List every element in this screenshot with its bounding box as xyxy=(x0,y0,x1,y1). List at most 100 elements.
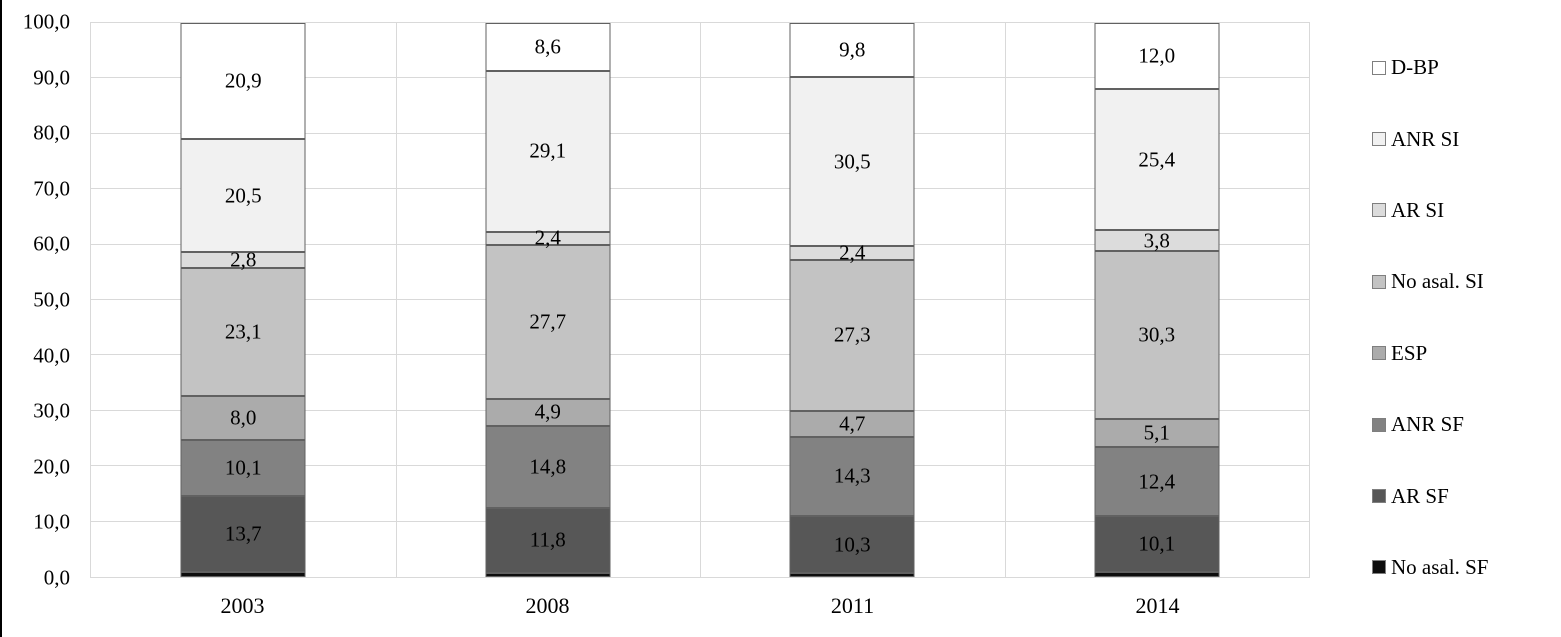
segment-label: 30,5 xyxy=(833,149,871,174)
segment-label: 10,3 xyxy=(833,532,871,557)
segment-esp: 4,7 xyxy=(789,410,915,437)
segment-no-asal-sf xyxy=(1094,571,1220,577)
legend-label: No asal. SF xyxy=(1391,554,1489,579)
x-axis: 2003 2008 2011 2014 xyxy=(90,578,1310,623)
y-tick-label: 40,0 xyxy=(33,343,70,368)
v-gridline xyxy=(395,23,397,577)
x-axis-label: 2003 xyxy=(220,593,265,618)
segment-no-asal-si: 27,7 xyxy=(485,245,611,399)
segment-label: 10,1 xyxy=(1138,531,1176,556)
legend-item-ar-sf: AR SF xyxy=(1372,460,1557,531)
segment-no-asal-sf xyxy=(789,573,915,577)
segment-ar-sf: 11,8 xyxy=(485,507,611,574)
x-axis-label: 2008 xyxy=(525,593,570,618)
bar-2014: 12,0 25,4 3,8 30,3 5,1 12,4 10,1 xyxy=(1094,23,1220,577)
y-tick-label: 0,0 xyxy=(43,565,70,590)
segment-ar-si: 2,8 xyxy=(180,247,306,272)
segment-label: 5,1 xyxy=(1143,420,1170,445)
legend-label: ANR SF xyxy=(1391,412,1464,437)
bar-2011: 9,8 30,5 2,4 27,3 4,7 14,3 10,3 xyxy=(789,23,915,577)
legend-item-ar-si: AR SI xyxy=(1372,175,1557,246)
legend-label: No asal. SI xyxy=(1391,269,1484,294)
segment-label: 4,9 xyxy=(534,399,561,424)
segment-label: 8,0 xyxy=(230,405,257,430)
y-tick-label: 20,0 xyxy=(33,454,70,479)
segment-label: 20,9 xyxy=(224,68,262,93)
y-tick-label: 30,0 xyxy=(33,398,70,423)
segment-anr-sf: 12,4 xyxy=(1094,447,1220,517)
segment-esp: 4,9 xyxy=(485,398,611,426)
segment-label: 2,4 xyxy=(839,240,866,265)
legend-label: ANR SI xyxy=(1391,126,1460,151)
segment-label: 25,4 xyxy=(1138,147,1176,172)
y-tick-label: 80,0 xyxy=(33,120,70,145)
legend-swatch-anr-sf xyxy=(1372,417,1386,432)
segment-no-asal-si: 27,3 xyxy=(789,259,915,411)
segment-label: 8,6 xyxy=(534,34,561,59)
y-tick-label: 10,0 xyxy=(33,509,70,534)
x-axis-label: 2014 xyxy=(1135,593,1180,618)
x-axis-label: 2011 xyxy=(830,593,875,618)
segment-label: 10,1 xyxy=(224,455,262,480)
segment-d-bp: 12,0 xyxy=(1094,23,1220,90)
legend-label: AR SF xyxy=(1391,483,1449,508)
segment-anr-sf: 14,3 xyxy=(789,436,915,517)
y-tick-label: 100,0 xyxy=(22,9,70,34)
segment-ar-sf: 13,7 xyxy=(180,496,306,572)
legend-swatch-d-bp xyxy=(1372,60,1386,75)
segment-label: 20,5 xyxy=(224,183,262,208)
segment-esp: 5,1 xyxy=(1094,419,1220,448)
legend-swatch-no-asal-si xyxy=(1372,274,1386,289)
y-tick-label: 70,0 xyxy=(33,176,70,201)
segment-label: 3,8 xyxy=(1143,228,1170,253)
legend-label: ESP xyxy=(1391,340,1428,365)
y-tick-label: 60,0 xyxy=(33,231,70,256)
segment-no-asal-sf xyxy=(180,571,306,577)
legend-label: AR SI xyxy=(1391,197,1445,222)
legend-item-anr-si: ANR SI xyxy=(1372,103,1557,174)
segment-d-bp: 8,6 xyxy=(485,23,611,71)
segment-ar-si: 2,4 xyxy=(789,242,915,263)
legend-item-esp: ESP xyxy=(1372,318,1557,389)
segment-anr-si: 29,1 xyxy=(485,70,611,232)
legend: D-BP ANR SI AR SI No asal. SI ESP ANR SF AR SF… xyxy=(1372,22,1557,603)
segment-label: 12,0 xyxy=(1138,43,1176,68)
segment-no-asal-si: 23,1 xyxy=(180,267,306,396)
y-axis: 0,0 10,0 20,0 30,0 40,0 50,0 60,0 70,0 80,0 90,0 1… xyxy=(0,11,70,588)
legend-swatch-esp xyxy=(1372,346,1386,361)
segment-label: 27,3 xyxy=(833,322,871,347)
segment-anr-sf: 10,1 xyxy=(180,440,306,497)
legend-item-d-bp: D-BP xyxy=(1372,32,1557,103)
segment-no-asal-sf xyxy=(485,573,611,577)
segment-ar-si: 2,4 xyxy=(485,227,611,248)
figure-left-border xyxy=(0,0,2,637)
legend-swatch-ar-sf xyxy=(1372,489,1386,504)
segment-anr-si: 20,5 xyxy=(180,138,306,253)
segment-anr-si: 30,5 xyxy=(789,77,915,247)
segment-ar-si: 3,8 xyxy=(1094,228,1220,253)
segment-label: 29,1 xyxy=(529,138,567,163)
legend-swatch-no-asal-sf xyxy=(1372,560,1386,575)
segment-ar-sf: 10,3 xyxy=(789,516,915,574)
legend-item-anr-sf: ANR SF xyxy=(1372,389,1557,460)
v-gridline xyxy=(700,23,701,577)
segment-anr-sf: 14,8 xyxy=(485,425,611,508)
legend-swatch-ar-si xyxy=(1372,203,1386,218)
bar-2008: 8,6 29,1 2,4 27,7 4,9 14,8 11,8 xyxy=(485,23,611,577)
y-tick-label: 90,0 xyxy=(33,65,70,90)
segment-ar-sf: 10,1 xyxy=(1094,516,1220,572)
y-tick-label: 50,0 xyxy=(33,287,70,312)
segment-label: 13,7 xyxy=(224,521,262,546)
segment-label: 2,8 xyxy=(230,247,257,272)
segment-label: 12,4 xyxy=(1138,469,1176,494)
segment-label: 4,7 xyxy=(839,411,866,436)
segment-d-bp: 9,8 xyxy=(789,23,915,78)
plot-area: 20,9 20,5 2,8 23,1 8,0 10,1 13,7 8,6 29,1 2,4 27,7… xyxy=(90,22,1310,578)
segment-d-bp: 20,9 xyxy=(180,23,306,139)
v-gridline xyxy=(1004,23,1006,577)
segment-label: 9,8 xyxy=(839,37,866,62)
segment-label: 11,8 xyxy=(529,527,566,552)
legend-label: D-BP xyxy=(1391,55,1439,80)
segment-label: 2,4 xyxy=(534,225,561,250)
